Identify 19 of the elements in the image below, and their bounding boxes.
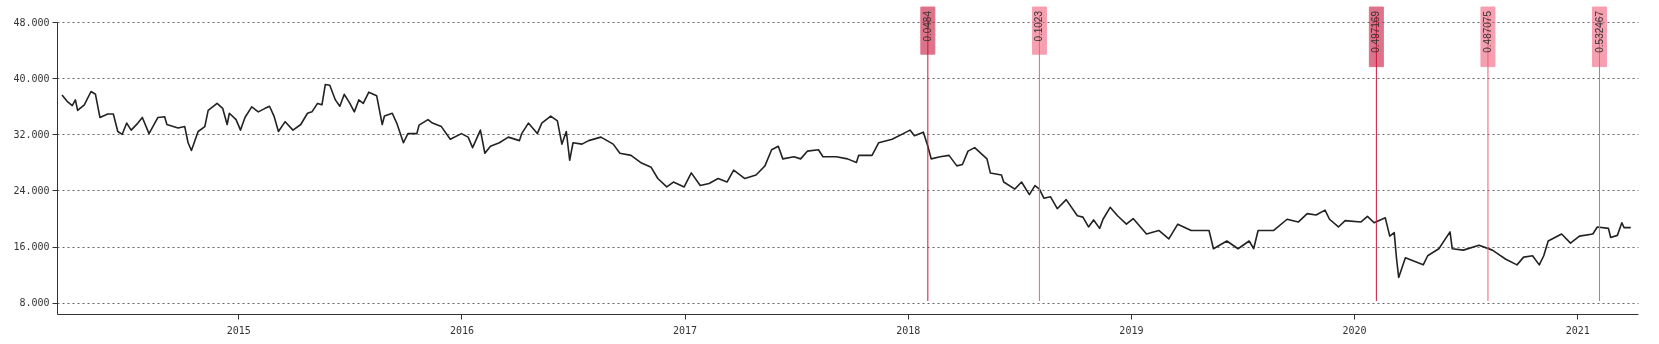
y-tick-label: 32.000 (13, 128, 50, 140)
annotation: 0.0484 (921, 10, 933, 42)
y-tick-label: 8.000 (19, 297, 50, 309)
line-series (61, 83, 1632, 279)
x-tick-label: 2020 (1342, 324, 1367, 336)
x-tick-label: 2019 (1119, 324, 1144, 336)
x-tick-label: 2018 (896, 324, 921, 336)
annotation: 0.1023 (1033, 10, 1045, 42)
x-tick-label: 2016 (449, 324, 474, 336)
y-tick-label: 16.000 (13, 241, 50, 253)
x-tick-label: 2015 (226, 324, 251, 336)
y-tick-label: 40.000 (13, 72, 50, 84)
y-tick-label: 24.000 (13, 184, 50, 196)
annotation: 0.532467 (1593, 10, 1605, 53)
annotation: 0.497169 (1370, 10, 1382, 53)
x-tick-label: 2021 (1565, 324, 1590, 336)
y-tick-label: 48.000 (13, 16, 50, 28)
annotation: 0.487075 (1481, 10, 1493, 53)
x-tick-label: 2017 (673, 324, 698, 336)
